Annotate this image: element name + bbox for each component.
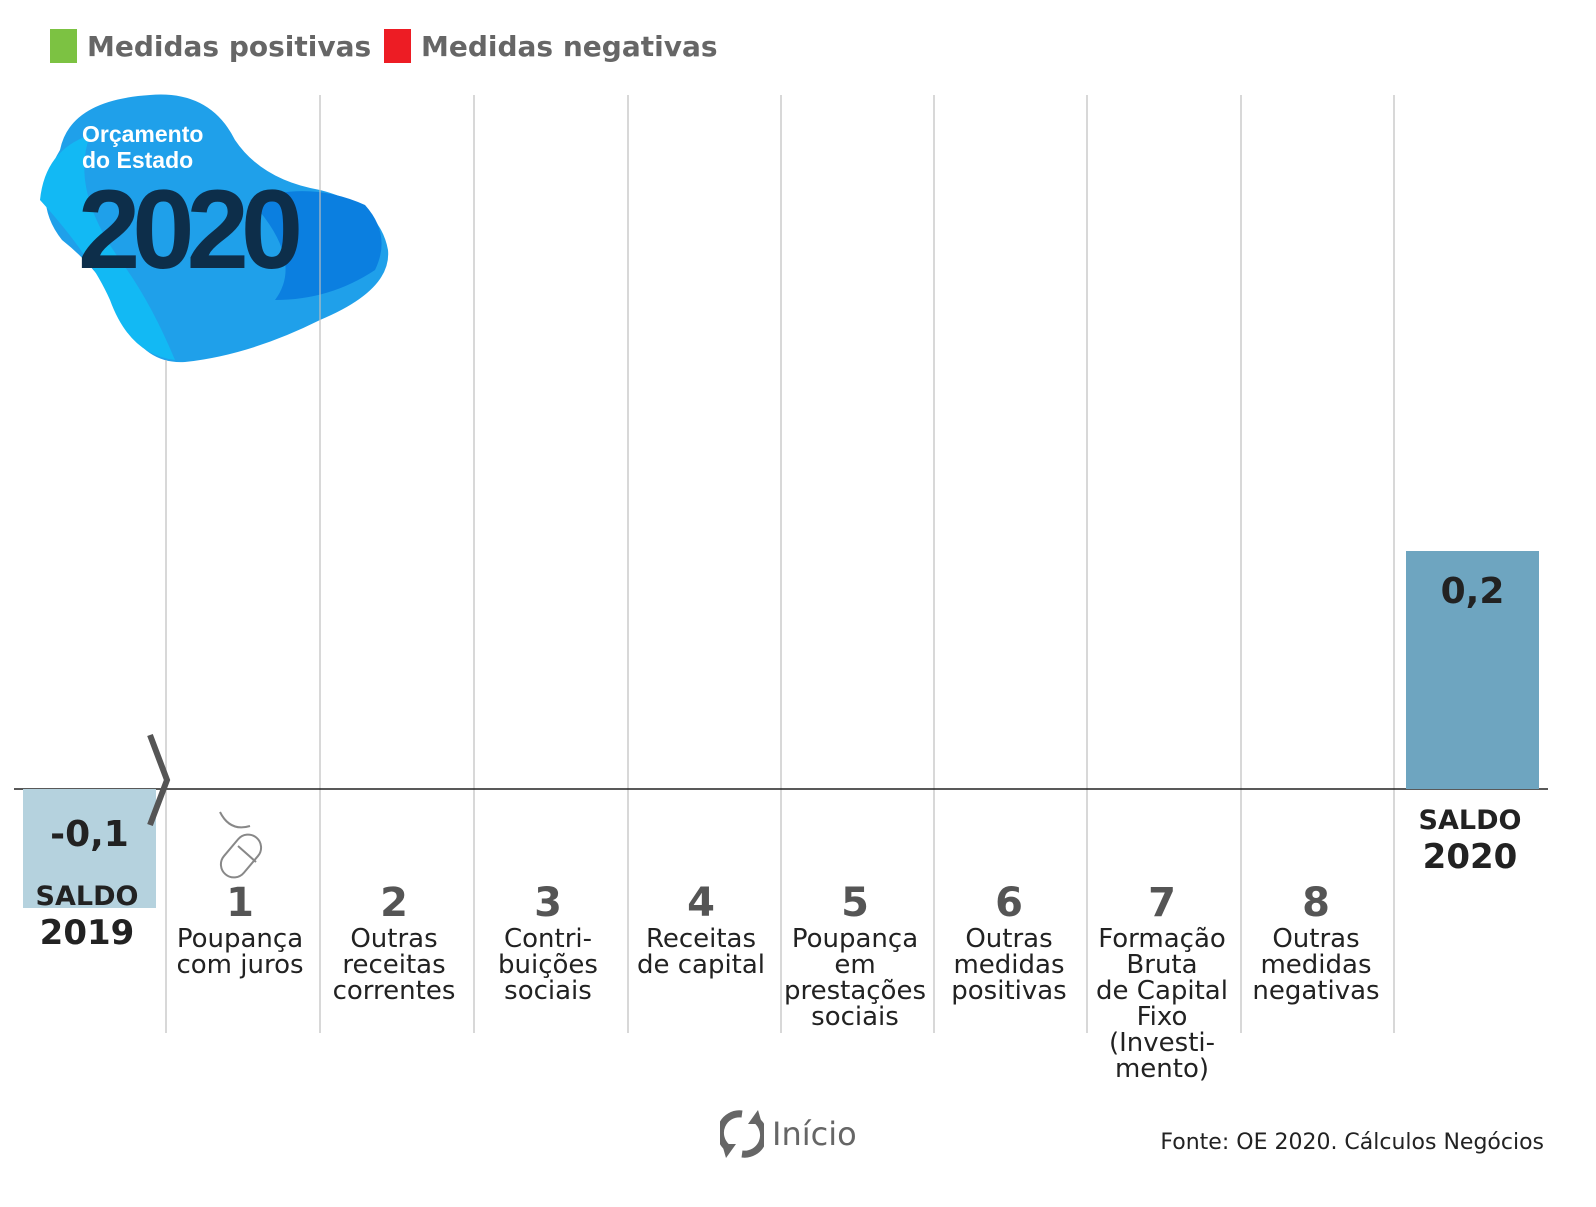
step-4[interactable]: 4 Receitas de capital xyxy=(624,880,778,978)
step-number: 6 xyxy=(995,880,1023,926)
budget-logo: Orçamento do Estado 2020 xyxy=(40,94,389,363)
step-label: Outras medidas positivas xyxy=(951,924,1067,1006)
step-label: Outras medidas negativas xyxy=(1252,924,1380,1006)
refresh-icon xyxy=(720,1110,764,1158)
step-number: 8 xyxy=(1302,880,1330,926)
bar-value-label: 0,2 xyxy=(1441,571,1505,612)
step-number: 3 xyxy=(534,880,562,926)
source-note: Fonte: OE 2020. Cálculos Negócios xyxy=(1160,1130,1544,1155)
step-5[interactable]: 5 Poupança em prestações sociais xyxy=(778,880,932,1030)
step-number: 7 xyxy=(1148,880,1176,926)
bar-saldo-2020 xyxy=(1406,551,1539,789)
logo-year: 2020 xyxy=(78,167,299,292)
mouse-icon xyxy=(219,811,263,879)
logo-line1: Orçamento xyxy=(82,121,203,147)
legend-label-negative: Medidas negativas xyxy=(421,29,718,63)
step-number: 2 xyxy=(380,880,408,926)
reset-label: Início xyxy=(772,1115,857,1153)
step-number: 5 xyxy=(841,880,869,926)
saldo-2019-year: 2019 xyxy=(39,913,135,953)
step-label: Poupança com juros xyxy=(176,924,304,980)
next-arrow-icon[interactable] xyxy=(147,733,171,827)
legend-label-positive: Medidas positivas xyxy=(87,29,372,63)
legend-swatch-negative xyxy=(384,29,411,63)
bar-saldo-2019 xyxy=(23,789,156,908)
legend-swatch-positive xyxy=(50,29,77,63)
step-3[interactable]: 3 Contri- buições sociais xyxy=(471,880,625,1004)
saldo-2020-label: SALDO 2020 xyxy=(1405,804,1535,876)
step-label: Formação Bruta de Capital Fixo (Investi-… xyxy=(1096,924,1228,1084)
logo-line2: do Estado xyxy=(82,147,193,173)
step-1[interactable]: 1 Poupança com juros xyxy=(163,880,317,978)
reset-button[interactable]: Início xyxy=(720,1108,857,1160)
step-number: 4 xyxy=(687,880,715,926)
step-label: Outras receitas correntes xyxy=(332,924,456,1006)
legend-positive: Medidas positivas xyxy=(50,28,371,64)
saldo-2020-word: SALDO xyxy=(1418,805,1522,836)
step-6[interactable]: 6 Outras medidas positivas xyxy=(932,880,1086,1004)
step-label: Receitas de capital xyxy=(636,924,766,980)
bar-value-label: -0,1 xyxy=(50,814,129,855)
saldo-2019-word: SALDO xyxy=(35,881,139,912)
legend-negative: Medidas negativas xyxy=(384,28,718,64)
step-2[interactable]: 2 Outras receitas correntes xyxy=(317,880,471,1004)
step-label: Contri- buições sociais xyxy=(498,924,598,1006)
column-dividers xyxy=(165,95,1395,1033)
step-7[interactable]: 7 Formação Bruta de Capital Fixo (Invest… xyxy=(1085,880,1239,1082)
step-number: 1 xyxy=(226,880,254,926)
step-label: Poupança em prestações sociais xyxy=(783,924,927,1032)
saldo-2019-label: SALDO 2019 xyxy=(22,880,152,952)
step-8[interactable]: 8 Outras medidas negativas xyxy=(1239,880,1393,1004)
saldo-2020-year: 2020 xyxy=(1422,837,1518,877)
